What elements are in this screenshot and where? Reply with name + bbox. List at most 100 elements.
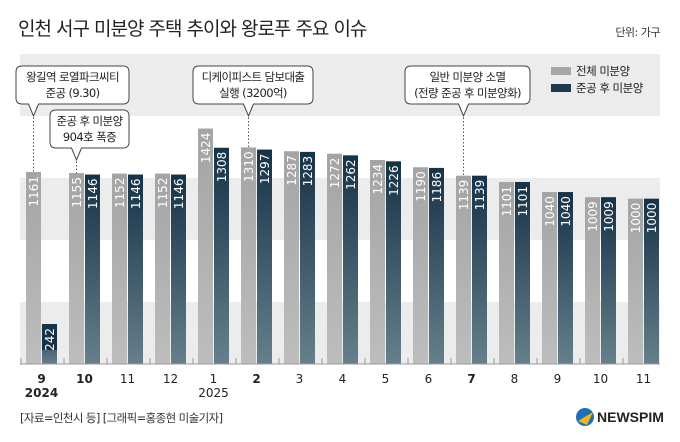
data-label: 1146 [172,179,186,210]
year-label: 2025 [198,386,229,400]
annotation-text: (전량 준공 후 미분양화) [414,86,521,100]
data-label: 1190 [414,171,428,202]
annotation-callout [192,65,314,118]
data-label: 1152 [113,178,127,209]
data-label: 1000 [645,203,659,234]
bar-completed-unsold [472,175,487,364]
bar-total-unsold [456,175,471,364]
data-label: 1040 [559,196,573,227]
x-tick-label: 4 [339,372,347,386]
data-label: 1009 [602,201,616,232]
bar-completed-unsold [601,197,616,364]
bar-total-unsold [284,151,299,364]
x-tick-label: 9 [554,372,562,386]
data-label: 1283 [301,156,315,187]
bar-total-unsold [542,192,557,364]
bar-total-unsold [241,147,256,364]
bar-total-unsold [628,198,643,364]
bar-total-unsold [69,173,84,364]
data-label: 1009 [586,201,600,232]
x-tick-label: 6 [425,372,433,386]
x-tick-label: 7 [467,372,475,386]
x-tick-label: 10 [76,372,93,386]
bar-completed-unsold [644,198,659,364]
data-label: 1152 [156,178,170,209]
bar-total-unsold [155,173,170,364]
source-note: [자료=인천시 등] [그래픽=홍종현 미술기자] [20,411,223,425]
annotation-text: 준공 (9.30) [46,86,100,100]
annotation-callout [404,65,531,118]
year-label: 2024 [25,386,58,400]
bar-completed-unsold [85,174,100,364]
annotation-text: 일반 미분양 소멸 [430,70,506,84]
bar-completed-unsold [429,167,444,364]
x-tick-label: 10 [593,372,608,386]
x-tick-label: 9 [37,372,45,386]
x-tick-label: 8 [511,372,519,386]
data-label: 1101 [500,186,514,217]
data-label: 1297 [258,154,272,185]
data-label: 1262 [344,159,358,190]
data-label: 1308 [215,152,229,183]
bar-completed-unsold [214,147,229,364]
annotation-callout [15,65,130,118]
legend-label: 준공 후 미분양 [576,81,644,95]
bar-completed-unsold [300,151,315,364]
label-background [42,323,57,350]
bar-completed-unsold [171,174,186,364]
annotation-text: 실행 (3200억) [219,86,287,100]
newspim-logo-icon [576,408,594,426]
bar-completed-unsold [515,181,530,364]
data-label: 1101 [516,186,530,217]
bar-total-unsold [370,159,385,364]
data-label: 1272 [328,158,342,189]
x-tick-label: 5 [382,372,390,386]
x-tick-label: 11 [120,372,135,386]
bar-completed-unsold [386,161,401,364]
chart-title: 인천 서구 미분양 주택 추이와 왕로푸 주요 이슈 [18,18,367,40]
data-label: 1139 [457,180,471,211]
bar-total-unsold [198,128,213,364]
x-tick-label: 2 [252,372,260,386]
annotation-text: 디케이피스트 담보대출 [202,70,305,84]
bar-total-unsold [327,153,342,364]
data-label: 242 [43,328,57,351]
data-label: 1287 [285,155,299,186]
data-label: 1146 [86,179,100,210]
annotation-text: 904호 폭증 [63,130,116,144]
data-label: 1155 [70,177,84,208]
unit-label: 단위: 가구 [615,26,660,39]
annotation-callout [49,109,130,162]
x-tick-label: 3 [296,372,304,386]
data-label: 1310 [242,151,256,182]
bar-total-unsold [26,172,41,364]
bar-completed-unsold [558,192,573,364]
legend-swatch [551,67,571,75]
x-tick-label: 12 [163,372,178,386]
bar-completed-unsold [257,149,272,364]
bar-total-unsold [499,181,514,364]
x-tick-label: 1 [210,372,218,386]
data-label: 1424 [199,133,213,164]
data-label: 1000 [629,203,643,234]
legend-label: 전체 미분양 [576,64,630,78]
data-label: 1139 [473,180,487,211]
data-label: 1234 [371,164,385,195]
bar-total-unsold [413,167,428,364]
bar-total-unsold [112,173,127,364]
newspim-logo: NEWSPIM [575,407,664,427]
legend-swatch [551,84,571,92]
bar-completed-unsold [128,174,143,364]
bar-total-unsold [585,197,600,364]
data-label: 1146 [129,179,143,210]
data-label: 1186 [430,172,444,203]
data-label: 1226 [387,165,401,196]
annotation-text: 준공 후 미분양 [57,114,124,128]
annotation-text: 왕길역 로열파크씨티 [26,70,119,84]
logo-text: NEWSPIM [597,409,664,425]
bar-completed-unsold [343,155,358,364]
data-label: 1161 [27,176,41,207]
data-label: 1040 [543,196,557,227]
